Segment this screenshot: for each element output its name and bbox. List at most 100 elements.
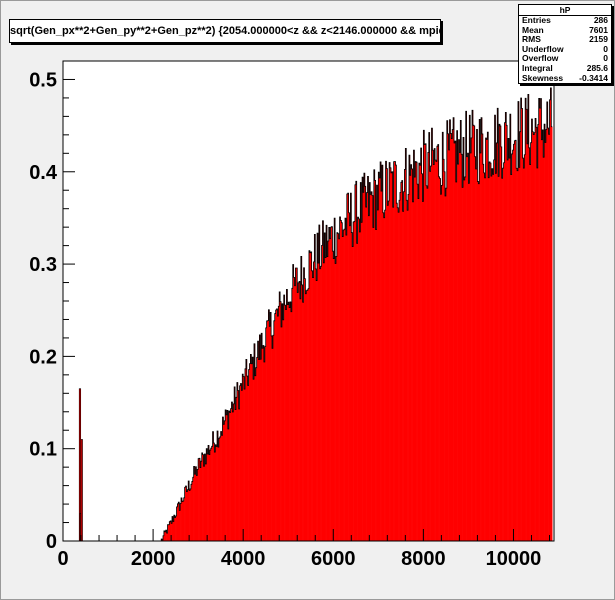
stats-row: RMS 2159	[519, 35, 611, 45]
histogram-bin	[400, 182, 403, 542]
histogram-bin	[279, 291, 281, 541]
stats-label: Skewness	[522, 72, 564, 83]
histogram-bin	[186, 491, 188, 541]
histogram-bin	[358, 218, 360, 541]
histogram-bin	[426, 188, 429, 542]
histogram-bin	[463, 179, 466, 542]
histogram-bin	[270, 312, 272, 541]
histogram-bin	[272, 348, 274, 541]
histogram-bin	[313, 261, 315, 541]
histogram-bin	[433, 164, 435, 541]
histogram-bin	[168, 524, 170, 541]
histogram-bin	[491, 168, 494, 541]
histogram-bin	[463, 137, 465, 542]
histogram-bin	[456, 130, 458, 542]
histogram-bin	[529, 164, 531, 541]
histogram-bin	[199, 458, 201, 541]
histogram-bin	[287, 304, 289, 541]
histogram-bin	[448, 150, 450, 541]
histogram-bin	[185, 486, 187, 541]
histogram-bin	[252, 357, 254, 541]
histogram-bin	[244, 368, 247, 541]
histogram-bin	[353, 221, 355, 542]
histogram-bin	[523, 168, 525, 541]
histogram-bin	[394, 161, 396, 542]
histogram-bin	[468, 183, 470, 541]
histogram-bin	[338, 238, 340, 541]
histogram-bin	[226, 414, 228, 541]
histogram-bin	[542, 129, 544, 541]
histogram-bin	[226, 410, 229, 541]
histogram-bin	[413, 150, 415, 541]
histogram-bin	[415, 161, 417, 541]
histogram-bin	[318, 224, 321, 541]
histogram-bin	[293, 277, 295, 541]
histogram-bin	[428, 132, 430, 542]
histogram-bin	[374, 180, 376, 541]
histogram-bin	[187, 489, 189, 541]
histogram-bin	[379, 177, 381, 542]
histogram-bin	[307, 289, 309, 541]
histogram-bin	[384, 210, 386, 541]
histogram-bin	[434, 148, 436, 541]
histogram-bin	[518, 167, 521, 541]
histogram-bin	[232, 411, 234, 541]
histogram-bin	[494, 115, 496, 541]
histogram-bin	[503, 162, 505, 542]
stats-label: Mean	[522, 24, 544, 35]
histogram-bin	[311, 270, 313, 541]
histogram-bin	[244, 389, 246, 541]
histogram-bin	[274, 313, 276, 541]
histogram-bin	[382, 212, 385, 542]
histogram-bin	[490, 176, 493, 541]
histogram-bin	[417, 198, 420, 541]
histogram-bin	[171, 523, 173, 541]
histogram-bin	[346, 194, 348, 541]
histogram-bin	[214, 452, 216, 541]
histogram-bin	[469, 115, 471, 541]
histogram-bin	[405, 148, 407, 541]
histogram-bin	[526, 143, 529, 542]
histogram-bin	[258, 359, 260, 541]
histogram-bin	[459, 152, 461, 541]
histogram-bin	[390, 167, 392, 542]
histogram-bin	[206, 448, 208, 541]
histogram-bin	[217, 431, 219, 541]
histogram-bin	[194, 474, 196, 541]
histogram-bin	[396, 203, 398, 541]
histogram-bin	[387, 205, 389, 541]
histogram-bin	[257, 341, 259, 541]
histogram-bin	[395, 165, 397, 541]
histogram-bin	[184, 487, 186, 541]
histogram-bin	[444, 195, 447, 541]
histogram-bin	[521, 108, 523, 542]
histogram-bin	[411, 168, 413, 541]
histogram-bin	[401, 180, 403, 541]
histogram-bin	[356, 243, 358, 541]
histogram-bin	[513, 144, 515, 541]
histogram-bin	[281, 303, 284, 541]
stats-histogram-name: hP	[519, 5, 611, 16]
histogram-bin	[219, 436, 221, 541]
histogram-bin	[416, 162, 418, 542]
histogram-bin	[533, 134, 535, 541]
histogram-bin	[461, 154, 463, 542]
histogram-bin	[481, 117, 483, 542]
histogram-bin	[191, 481, 194, 541]
stats-row: Overflow 0	[519, 54, 611, 64]
histogram-bin	[348, 212, 350, 541]
histogram-bin	[406, 200, 408, 541]
histogram-bin	[441, 185, 443, 541]
histogram-bin	[499, 124, 501, 541]
histogram-bin	[349, 225, 351, 541]
histogram-bin	[310, 251, 312, 541]
histogram-bin	[390, 172, 393, 542]
histogram-bin	[449, 119, 451, 541]
histogram-bin	[540, 98, 542, 541]
histogram-bin	[326, 256, 329, 541]
histogram-bin	[436, 146, 439, 541]
histogram-bin	[289, 307, 291, 541]
histogram-bin	[343, 230, 345, 541]
histogram-bin	[266, 320, 268, 541]
histogram-bin	[366, 192, 368, 541]
